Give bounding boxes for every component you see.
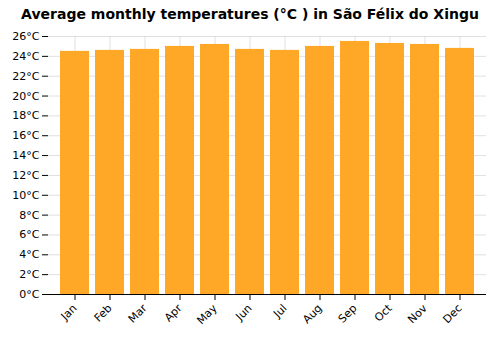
svg-text:12°C: 12°C (12, 169, 39, 182)
svg-text:26°C: 26°C (12, 30, 39, 43)
svg-text:Feb: Feb (92, 302, 115, 325)
svg-text:16°C: 16°C (12, 129, 39, 142)
svg-text:4°C: 4°C (19, 248, 39, 261)
svg-text:Jun: Jun (233, 302, 255, 324)
svg-text:6°C: 6°C (19, 228, 39, 241)
svg-text:Jul: Jul (270, 302, 289, 321)
svg-text:Oct: Oct (372, 301, 395, 324)
svg-text:18°C: 18°C (12, 109, 39, 122)
svg-text:Aug: Aug (300, 302, 324, 326)
svg-text:Nov: Nov (405, 301, 430, 326)
svg-text:20°C: 20°C (12, 90, 39, 103)
svg-text:Apr: Apr (162, 301, 185, 324)
svg-text:0°C: 0°C (19, 288, 39, 301)
svg-text:22°C: 22°C (12, 70, 39, 83)
svg-text:Sep: Sep (336, 302, 360, 326)
svg-text:14°C: 14°C (12, 149, 39, 162)
svg-text:24°C: 24°C (12, 50, 39, 63)
svg-text:8°C: 8°C (19, 209, 39, 222)
svg-text:May: May (194, 301, 220, 327)
svg-text:10°C: 10°C (12, 189, 39, 202)
html-text:Average monthly temperatures (: Average monthly temperatures (°C ) in Sã… (21, 6, 479, 22)
svg-text:Dec: Dec (440, 302, 464, 326)
svg-text:Mar: Mar (126, 301, 150, 325)
svg-text:Jan: Jan (58, 302, 80, 324)
svg-text:2°C: 2°C (19, 268, 39, 281)
